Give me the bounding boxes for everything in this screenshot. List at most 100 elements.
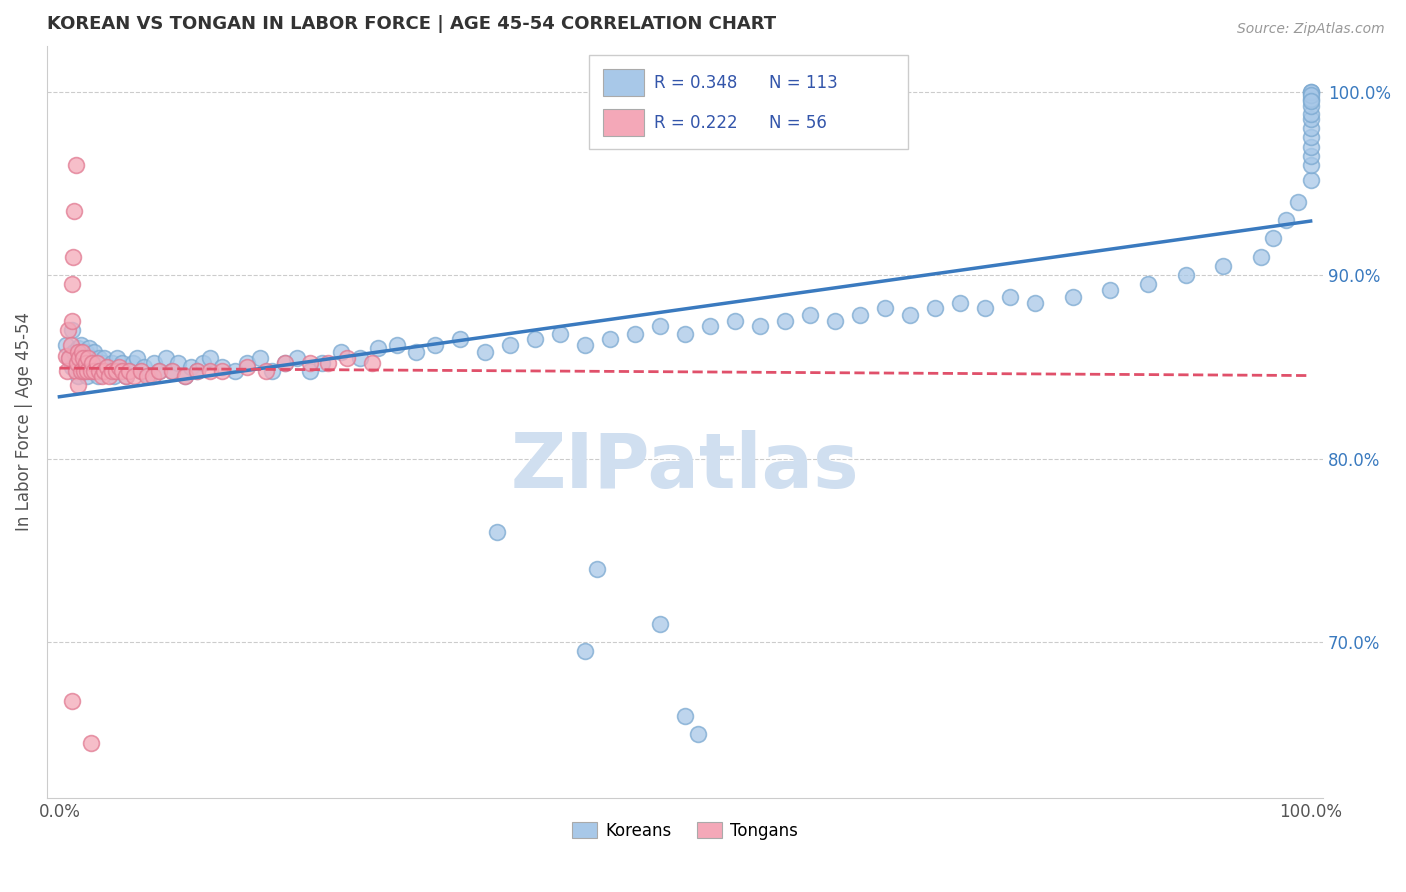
Point xyxy=(73,363,96,377)
Point xyxy=(122,356,145,370)
Point xyxy=(86,356,108,370)
Text: N = 56: N = 56 xyxy=(769,113,827,131)
Point xyxy=(586,562,609,576)
Point xyxy=(136,369,159,384)
Point xyxy=(1286,194,1309,209)
Point xyxy=(1299,88,1322,103)
Point xyxy=(58,351,80,365)
Point xyxy=(67,378,90,392)
Text: KOREAN VS TONGAN IN LABOR FORCE | AGE 45-54 CORRELATION CHART: KOREAN VS TONGAN IN LABOR FORCE | AGE 45… xyxy=(46,15,776,33)
Point xyxy=(648,616,671,631)
Point xyxy=(118,363,141,377)
Point xyxy=(1212,259,1234,273)
Point xyxy=(1299,85,1322,99)
Point xyxy=(173,369,195,384)
Point xyxy=(254,363,277,377)
Point xyxy=(198,363,221,377)
Point xyxy=(949,295,972,310)
Point xyxy=(76,369,98,384)
Point xyxy=(167,356,190,370)
Point xyxy=(1274,213,1296,227)
Point xyxy=(249,351,271,365)
Point xyxy=(96,359,118,374)
Point xyxy=(103,369,125,384)
Point xyxy=(648,319,671,334)
Point xyxy=(105,351,128,365)
Point xyxy=(173,369,195,384)
Point xyxy=(79,363,101,377)
Point xyxy=(673,708,696,723)
Point xyxy=(138,369,160,384)
FancyBboxPatch shape xyxy=(589,54,908,149)
Point xyxy=(79,342,101,356)
Text: ZIPatlas: ZIPatlas xyxy=(510,430,859,504)
Point xyxy=(224,363,246,377)
Point xyxy=(80,356,103,370)
Point xyxy=(60,314,83,328)
Point xyxy=(974,301,997,315)
Point xyxy=(686,727,709,741)
Point xyxy=(67,351,90,365)
Point xyxy=(405,345,427,359)
Point xyxy=(67,345,90,359)
Point xyxy=(98,369,121,384)
Text: R = 0.348: R = 0.348 xyxy=(654,74,738,92)
Point xyxy=(67,369,90,384)
Point xyxy=(101,363,124,377)
Point xyxy=(108,359,131,374)
Point xyxy=(285,351,308,365)
FancyBboxPatch shape xyxy=(603,109,644,136)
Point xyxy=(87,369,110,384)
Point xyxy=(273,356,295,370)
Point xyxy=(1024,295,1046,310)
Point xyxy=(236,359,259,374)
Point xyxy=(63,203,86,218)
Point xyxy=(67,351,90,365)
Point xyxy=(574,338,596,352)
Point xyxy=(749,319,772,334)
Point xyxy=(1299,85,1322,99)
Point xyxy=(56,363,79,377)
Point xyxy=(1299,112,1322,126)
Point xyxy=(60,323,83,337)
Y-axis label: In Labor Force | Age 45-54: In Labor Force | Age 45-54 xyxy=(15,312,32,532)
Point xyxy=(79,736,101,750)
Point xyxy=(361,356,384,370)
Point xyxy=(329,345,352,359)
Point xyxy=(548,326,571,341)
Point xyxy=(65,158,87,172)
Point xyxy=(1250,250,1272,264)
Point xyxy=(1299,172,1322,186)
Point xyxy=(60,359,83,374)
Point xyxy=(699,319,721,334)
Point xyxy=(89,351,111,365)
Point xyxy=(143,356,166,370)
Point xyxy=(1000,290,1022,304)
Point xyxy=(273,356,295,370)
Point xyxy=(108,363,131,377)
Point xyxy=(111,363,134,377)
Point xyxy=(624,326,647,341)
Point xyxy=(155,351,177,365)
Point xyxy=(474,345,496,359)
Point xyxy=(83,345,105,359)
Point xyxy=(83,363,105,377)
Point xyxy=(574,644,596,658)
Point xyxy=(148,363,170,377)
Point xyxy=(1261,231,1284,245)
Point xyxy=(318,356,340,370)
Point xyxy=(875,301,897,315)
Point xyxy=(67,342,90,356)
Point xyxy=(98,359,121,374)
Point xyxy=(75,356,97,370)
Point xyxy=(311,356,333,370)
Point xyxy=(70,345,93,359)
Point xyxy=(104,363,127,377)
Point xyxy=(449,332,471,346)
Point xyxy=(367,342,389,356)
Point xyxy=(58,351,80,365)
Point xyxy=(160,363,183,377)
Point xyxy=(180,359,202,374)
Point xyxy=(65,356,87,370)
Point xyxy=(1099,283,1122,297)
